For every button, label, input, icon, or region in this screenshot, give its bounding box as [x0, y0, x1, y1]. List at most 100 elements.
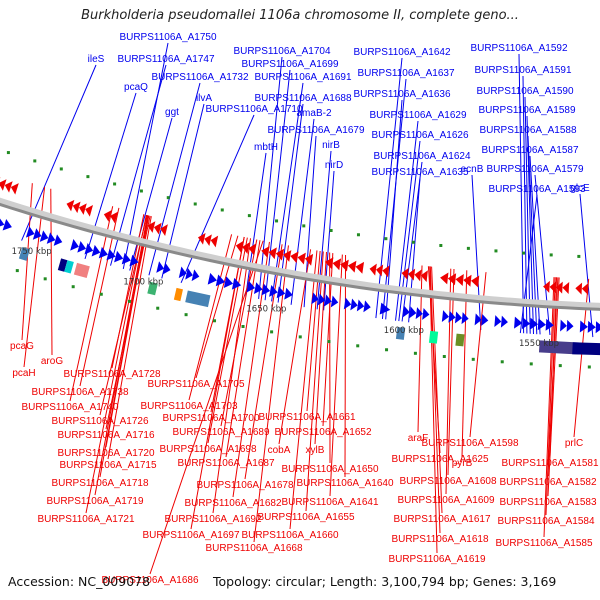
reverse-gene-label[interactable]: BURPS1106A_A1640: [296, 478, 394, 489]
forward-gene-label[interactable]: glcE: [570, 183, 590, 194]
reverse-gene-label[interactable]: BURPS1106A_A1652: [274, 427, 372, 438]
forward-gene-arrow[interactable]: [162, 262, 171, 275]
reverse-gene-label[interactable]: BURPS1106A_A1721: [37, 514, 135, 525]
forward-gene-arrow[interactable]: [261, 283, 271, 296]
forward-gene-arrow[interactable]: [77, 241, 87, 253]
forward-gene-label[interactable]: ilvA: [196, 93, 212, 104]
forward-gene-arrow[interactable]: [53, 234, 63, 246]
reverse-gene-arrow[interactable]: [447, 273, 457, 286]
reverse-gene-arrow[interactable]: [72, 201, 81, 214]
reverse-gene-arrow[interactable]: [10, 183, 19, 195]
forward-gene-label[interactable]: mbtH: [254, 142, 278, 153]
reverse-gene-label[interactable]: xylB: [306, 445, 325, 456]
reverse-gene-label[interactable]: BURPS1106A_A1728: [63, 369, 161, 380]
feature-block[interactable]: [185, 290, 211, 308]
reverse-gene-arrow[interactable]: [4, 181, 13, 193]
forward-gene-label[interactable]: BURPS1106A_A1590: [476, 86, 574, 97]
reverse-gene-arrow[interactable]: [153, 222, 162, 235]
forward-gene-arrow[interactable]: [207, 272, 217, 285]
forward-gene-arrow[interactable]: [363, 300, 371, 313]
forward-gene-label[interactable]: BURPS1106A_A1636: [353, 89, 451, 100]
forward-gene-arrow[interactable]: [537, 318, 546, 331]
forward-gene-label[interactable]: BURPS1106A_A1593: [488, 184, 586, 195]
forward-gene-arrow[interactable]: [39, 230, 49, 242]
reverse-gene-label[interactable]: BURPS1106A_A1718: [51, 478, 149, 489]
reverse-gene-label[interactable]: BURPS1106A_A1584: [497, 516, 595, 527]
reverse-gene-arrow[interactable]: [463, 274, 472, 287]
reverse-gene-arrow[interactable]: [562, 281, 570, 294]
forward-gene-arrow[interactable]: [2, 219, 12, 231]
reverse-gene-label[interactable]: BURPS1106A_A1686: [101, 575, 199, 586]
forward-gene-arrow[interactable]: [500, 315, 508, 328]
forward-gene-arrow[interactable]: [422, 307, 430, 320]
feature-block[interactable]: [64, 260, 74, 274]
reverse-gene-label[interactable]: BURPS1106A_A1598: [421, 438, 519, 449]
forward-gene-arrow[interactable]: [311, 292, 319, 305]
reverse-gene-label[interactable]: BURPS1106A_A1661: [258, 412, 356, 423]
reverse-gene-label[interactable]: BURPS1106A_A1641: [281, 497, 379, 508]
forward-gene-label[interactable]: BURPS1106A_A1588: [479, 125, 577, 136]
forward-gene-label[interactable]: BURPS1106A_A1699: [241, 59, 339, 70]
reverse-gene-arrow[interactable]: [210, 235, 219, 248]
forward-gene-arrow[interactable]: [98, 246, 108, 259]
reverse-gene-arrow[interactable]: [261, 246, 270, 258]
forward-gene-arrow[interactable]: [514, 316, 523, 329]
reverse-gene-label[interactable]: araF: [408, 433, 429, 444]
forward-gene-arrow[interactable]: [521, 317, 531, 330]
feature-block[interactable]: [57, 258, 68, 272]
forward-gene-arrow[interactable]: [560, 319, 567, 332]
forward-gene-label[interactable]: BURPS1106A_A1688: [254, 93, 352, 104]
forward-gene-label[interactable]: ileS: [88, 54, 105, 65]
reverse-gene-label[interactable]: BURPS1106A_A1697: [142, 530, 240, 541]
reverse-gene-arrow[interactable]: [332, 258, 342, 271]
forward-gene-arrow[interactable]: [191, 269, 200, 282]
feature-block[interactable]: [538, 340, 580, 355]
forward-gene-arrow[interactable]: [91, 244, 101, 257]
reverse-gene-label[interactable]: BURPS1106A_A1617: [393, 514, 491, 525]
forward-gene-label[interactable]: BURPS1106A_A1629: [369, 110, 467, 121]
forward-gene-arrow[interactable]: [46, 232, 56, 244]
forward-gene-arrow[interactable]: [106, 248, 116, 261]
reverse-gene-arrow[interactable]: [304, 253, 314, 266]
forward-gene-arrow[interactable]: [545, 318, 554, 331]
forward-gene-arrow[interactable]: [156, 261, 165, 273]
reverse-gene-arrow[interactable]: [470, 275, 480, 288]
forward-gene-arrow[interactable]: [379, 302, 391, 315]
reverse-gene-label[interactable]: BURPS1106A_A1660: [241, 530, 339, 541]
reverse-gene-arrow[interactable]: [235, 240, 244, 253]
forward-gene-arrow[interactable]: [356, 299, 365, 312]
forward-gene-label[interactable]: BURPS1106A_A1637: [357, 68, 455, 79]
forward-gene-arrow[interactable]: [343, 297, 352, 310]
reverse-gene-label[interactable]: BURPS1106A_A1716: [57, 430, 155, 441]
reverse-gene-arrow[interactable]: [78, 203, 87, 215]
reverse-gene-arrow[interactable]: [103, 210, 112, 222]
forward-gene-arrow[interactable]: [579, 320, 588, 333]
forward-gene-label[interactable]: BURPS1106A_A1750: [119, 32, 217, 43]
feature-block[interactable]: [18, 247, 30, 261]
forward-gene-arrow[interactable]: [324, 294, 332, 307]
reverse-gene-arrow[interactable]: [375, 264, 384, 277]
forward-gene-arrow[interactable]: [0, 217, 5, 228]
forward-gene-label[interactable]: amaB-2: [296, 108, 331, 119]
reverse-gene-label[interactable]: BURPS1106A_A1720: [57, 448, 155, 459]
forward-gene-arrow[interactable]: [461, 312, 469, 325]
reverse-gene-label[interactable]: aroG: [41, 356, 63, 367]
forward-gene-arrow[interactable]: [284, 287, 293, 300]
forward-gene-label[interactable]: ecnB: [461, 164, 484, 175]
forward-gene-label[interactable]: BURPS1106A_A1592: [470, 43, 568, 54]
forward-gene-arrow[interactable]: [529, 317, 539, 330]
reverse-gene-label[interactable]: pyrB: [452, 458, 473, 469]
forward-gene-arrow[interactable]: [246, 280, 256, 293]
reverse-gene-arrow[interactable]: [248, 243, 257, 256]
feature-block[interactable]: [428, 330, 439, 344]
reverse-gene-label[interactable]: BURPS1106A_A1608: [399, 476, 497, 487]
forward-gene-arrow[interactable]: [185, 267, 193, 280]
forward-gene-arrow[interactable]: [129, 254, 139, 267]
forward-gene-arrow[interactable]: [215, 274, 226, 287]
forward-gene-label[interactable]: pcaQ: [124, 82, 148, 93]
forward-gene-arrow[interactable]: [253, 282, 263, 294]
forward-gene-label[interactable]: BURPS1106A_A1624: [373, 151, 471, 162]
reverse-gene-arrow[interactable]: [290, 251, 299, 264]
reverse-gene-label[interactable]: BURPS1106A_A1582: [499, 477, 597, 488]
reverse-gene-label[interactable]: prlC: [565, 438, 583, 449]
